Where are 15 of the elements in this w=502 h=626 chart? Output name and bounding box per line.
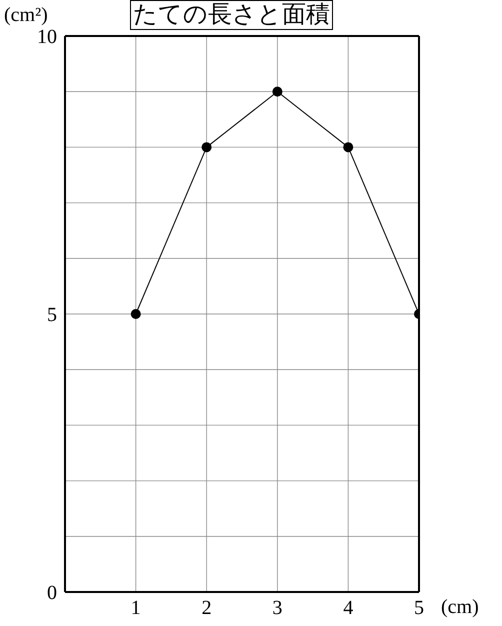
x-tick-label: 4	[343, 597, 354, 620]
x-tick-label: 2	[202, 597, 212, 620]
x-tick-label: 1	[130, 597, 141, 620]
y-tick-label: 5	[47, 304, 57, 326]
x-tick-label: 3	[272, 597, 282, 620]
x-axis-title: (cm)	[441, 596, 479, 618]
point	[343, 142, 354, 152]
point	[202, 142, 212, 152]
y-tick-label: 10	[37, 26, 57, 48]
point	[130, 309, 141, 319]
chart-title: たての長さと面積	[130, 0, 333, 30]
x-tick-label: 5	[414, 597, 424, 620]
y-tick-label: 0	[47, 582, 57, 604]
point	[272, 86, 282, 97]
y-axis-title: (cm²)	[4, 4, 48, 27]
